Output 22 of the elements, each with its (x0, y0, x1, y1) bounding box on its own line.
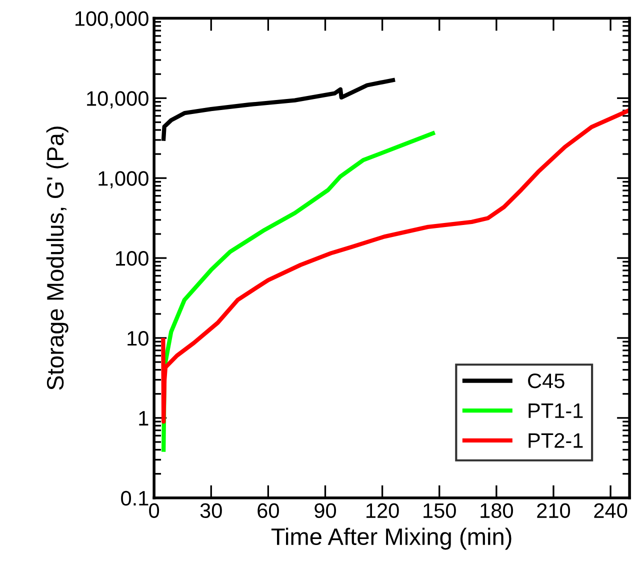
y-tick-label: 10,000 (87, 91, 148, 108)
x-tick-label: 0 (149, 503, 160, 518)
legend-label: PT1-1 (528, 404, 583, 418)
x-tick-label: 150 (424, 503, 456, 518)
y-tick-label: 0.1 (121, 490, 148, 506)
y-tick-label: 100,000 (75, 11, 148, 28)
legend-label: C45 (528, 373, 564, 388)
y-tick-label: 1 (139, 411, 148, 426)
x-tick-label: 90 (314, 503, 336, 518)
x-tick-label: 120 (366, 503, 399, 518)
x-tick-label: 60 (258, 503, 279, 518)
y-tick-label: 100 (116, 251, 148, 266)
x-tick-label: 30 (200, 503, 222, 518)
x-tick-label: 240 (594, 503, 628, 518)
x-tick-label: 180 (480, 503, 513, 518)
line-series (161, 108, 630, 424)
x-tick-label: 210 (537, 503, 570, 518)
y-axis-title: Storage Modulus, G' (Pa) (46, 126, 68, 390)
y-tick-label: 1,000 (98, 171, 148, 188)
x-axis-title: Time After Mixing (min) (271, 528, 512, 550)
y-tick-label: 10 (128, 330, 148, 346)
legend-label: PT2-1 (528, 433, 583, 448)
